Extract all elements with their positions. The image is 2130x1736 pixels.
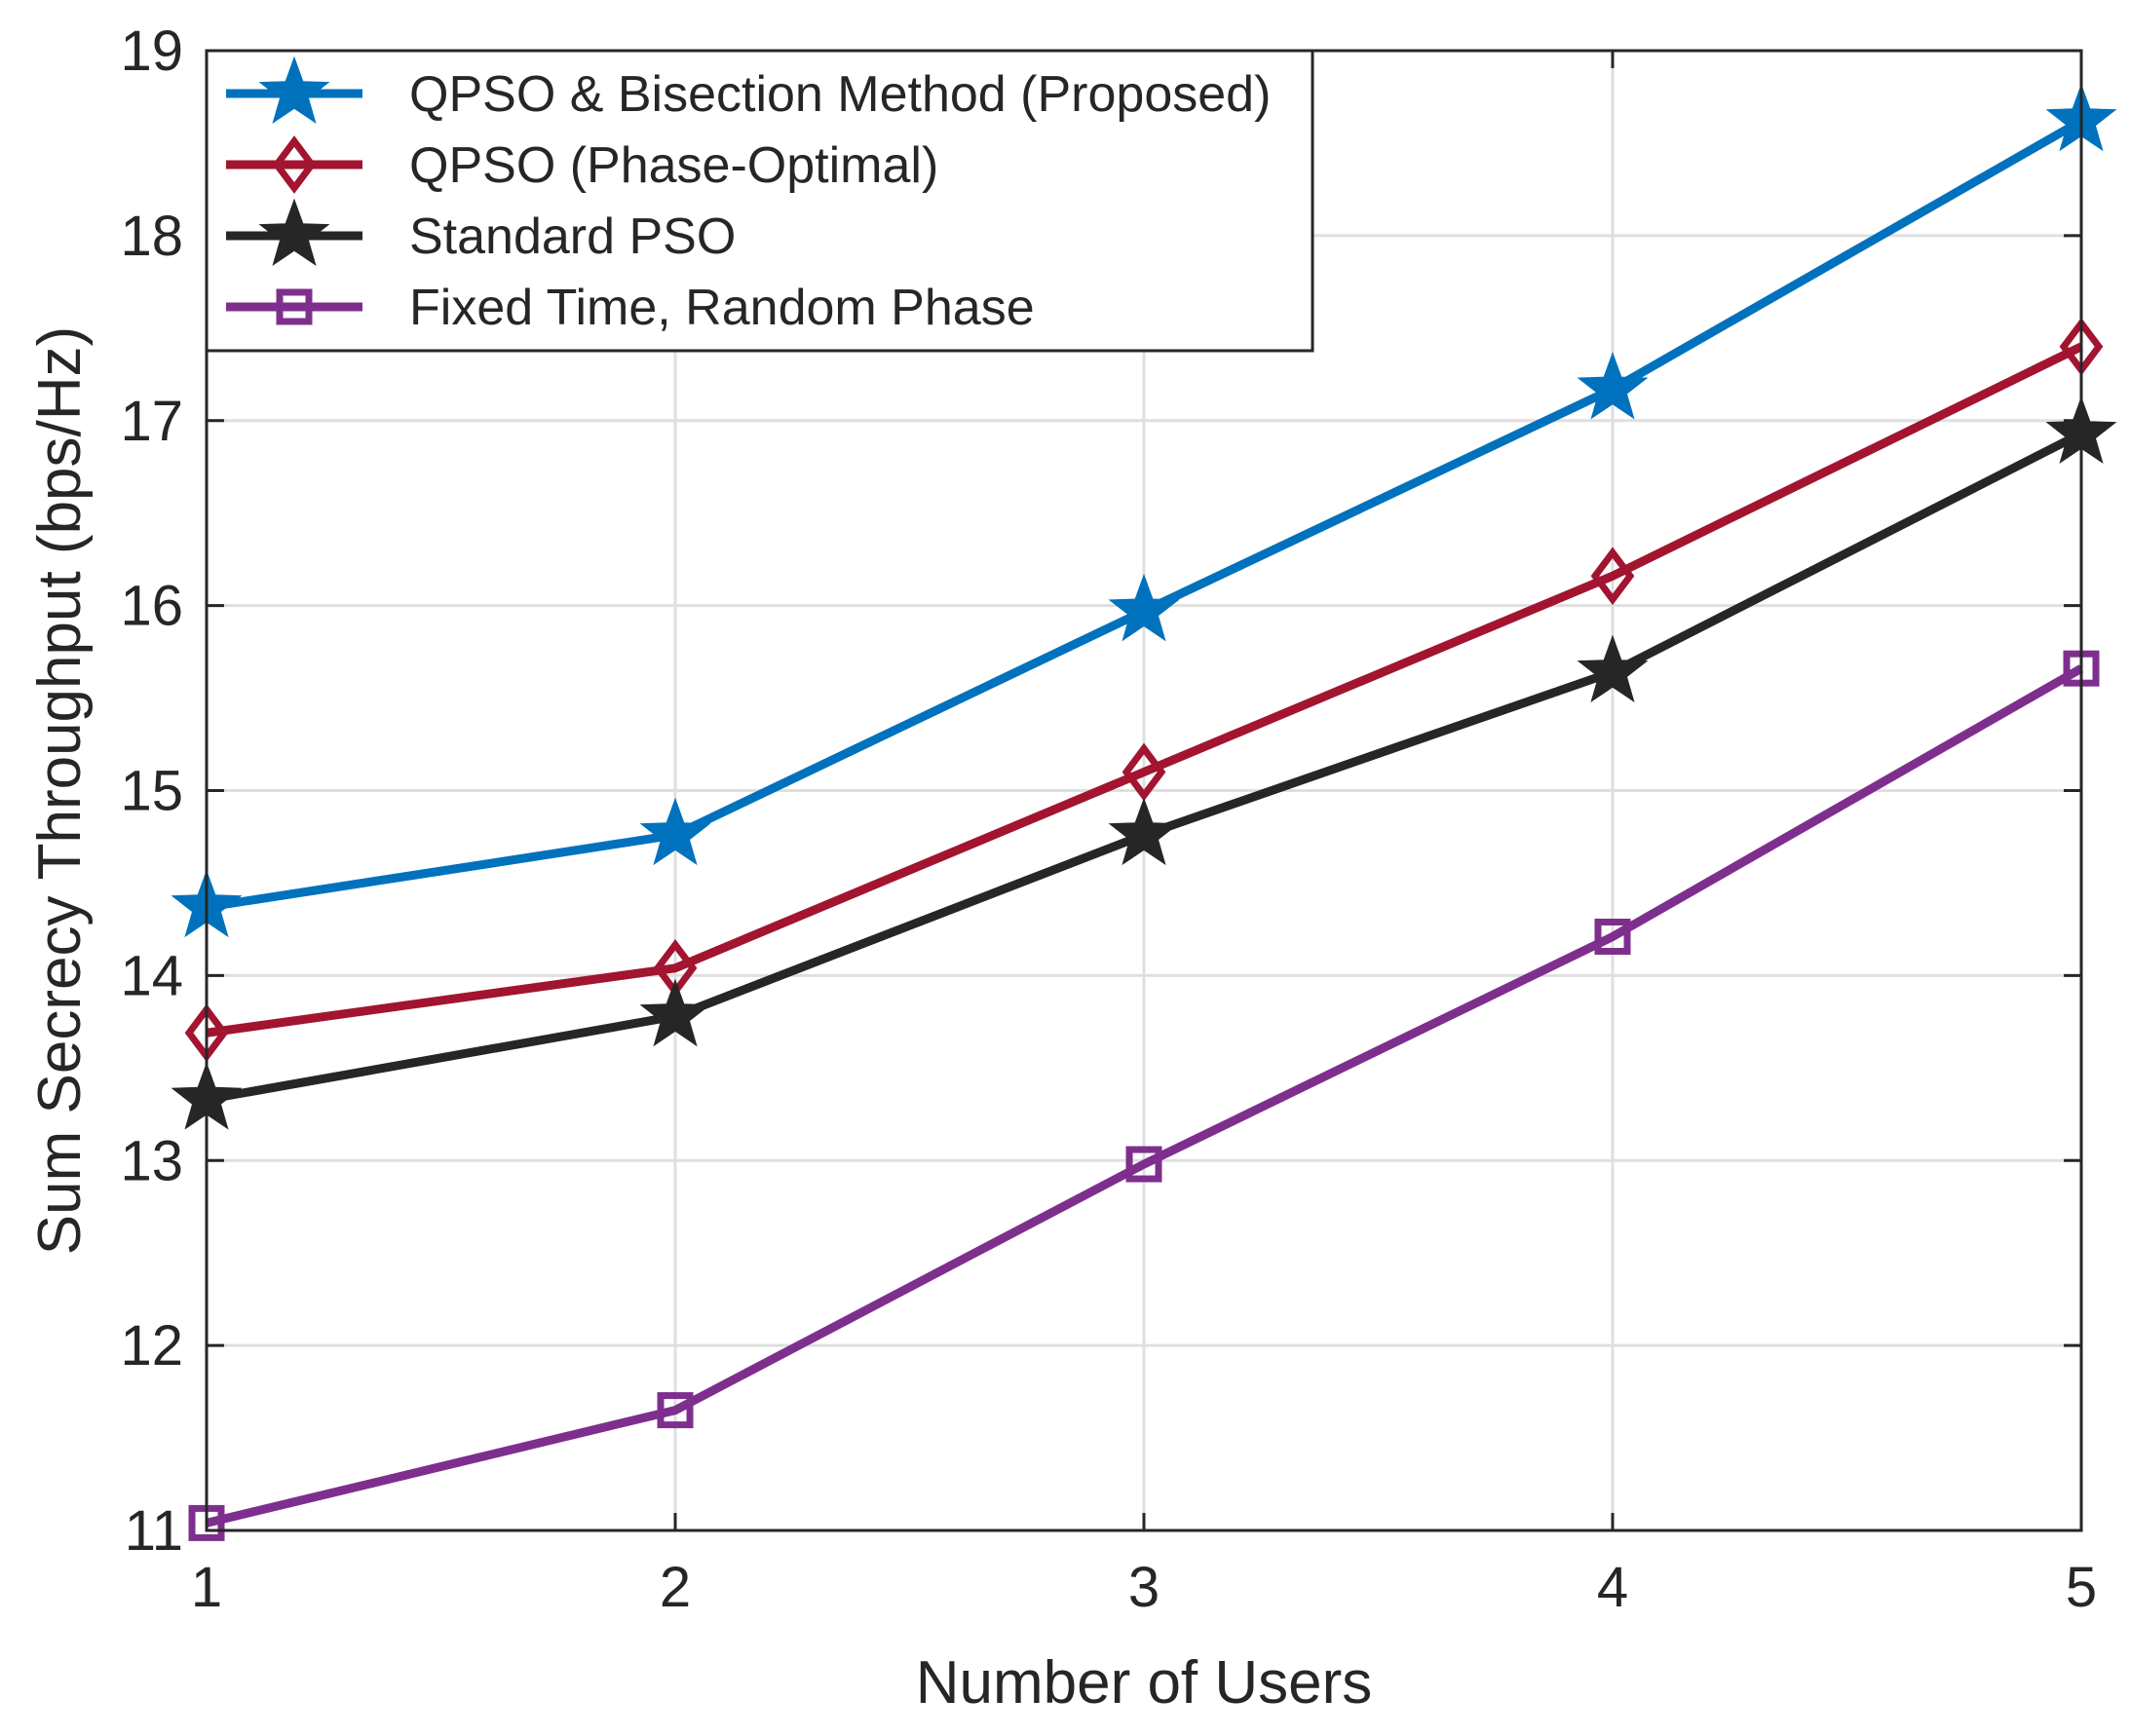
y-tick-label: 14 bbox=[120, 944, 183, 1007]
data-point-marker bbox=[1590, 547, 1635, 606]
data-point-marker bbox=[639, 978, 711, 1047]
y-tick-label: 11 bbox=[125, 1499, 183, 1563]
y-tick-label: 15 bbox=[120, 760, 183, 823]
series-line bbox=[206, 342, 2083, 1038]
legend-label: QPSO (Phase-Optimal) bbox=[409, 137, 938, 194]
legend-label: QPSO & Bisection Method (Proposed) bbox=[409, 66, 1271, 123]
y-axis-label: Sum Secrecy Throughput (bps/Hz) bbox=[26, 326, 94, 1255]
legend-entry: QPSO (Phase-Optimal) bbox=[226, 135, 938, 194]
series-line bbox=[205, 664, 2084, 1528]
data-point-marker bbox=[639, 797, 711, 866]
legend-entry: QPSO & Bisection Method (Proposed) bbox=[226, 56, 1271, 125]
legend-marker bbox=[258, 198, 330, 267]
x-tick-label: 3 bbox=[1128, 1556, 1160, 1619]
x-axis-label: Number of Users bbox=[916, 1649, 1373, 1717]
y-tick-label: 12 bbox=[120, 1314, 183, 1377]
y-tick-label: 13 bbox=[120, 1129, 183, 1192]
legend-entry: Fixed Time, Random Phase bbox=[226, 280, 1035, 336]
data-point-marker bbox=[1122, 742, 1166, 802]
data-point-marker bbox=[1594, 919, 1631, 956]
x-tick-label: 4 bbox=[1597, 1556, 1628, 1619]
y-tick-label: 18 bbox=[120, 205, 183, 268]
data-point-marker bbox=[1125, 1146, 1162, 1183]
legend-entry: Standard PSO bbox=[226, 198, 736, 267]
legend-label: Standard PSO bbox=[409, 208, 736, 265]
x-tick-label: 2 bbox=[660, 1556, 691, 1619]
data-point-marker bbox=[1108, 573, 1180, 642]
data-point-marker bbox=[657, 1392, 694, 1429]
y-tick-label: 16 bbox=[120, 575, 183, 638]
y-tick-label: 19 bbox=[120, 19, 183, 83]
y-tick-label: 17 bbox=[120, 390, 183, 453]
legend-label: Fixed Time, Random Phase bbox=[409, 280, 1035, 336]
data-point-marker bbox=[1108, 797, 1180, 866]
x-tick-label: 1 bbox=[191, 1556, 222, 1619]
legend-marker bbox=[276, 288, 313, 325]
legend-box bbox=[205, 49, 1314, 353]
legend-marker bbox=[272, 135, 317, 194]
legend-marker bbox=[258, 56, 330, 125]
data-point-marker bbox=[1577, 352, 1649, 420]
x-tick-label: 5 bbox=[2066, 1556, 2097, 1619]
legend: QPSO & Bisection Method (Proposed) QPSO (… bbox=[205, 49, 1314, 353]
series-layer bbox=[171, 83, 2117, 1541]
data-point-marker bbox=[1577, 634, 1649, 703]
